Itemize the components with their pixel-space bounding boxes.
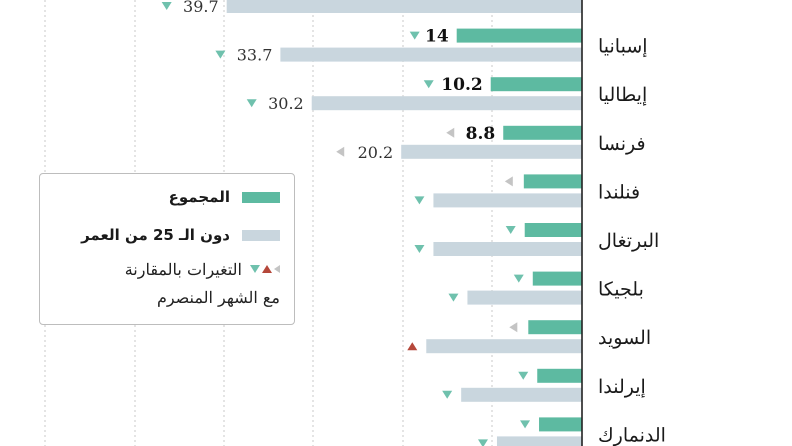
country-label-3: فرنسا [598,133,646,155]
value-label-youth-0: 39.7 [183,0,219,16]
legend-label-total: المجموع [168,188,230,206]
change-icon-youth-6 [448,293,459,302]
change-icon-total-2 [423,80,434,89]
bar-total-8 [537,368,582,383]
change-icon-youth-1 [215,50,226,59]
country-label-5: البرتغال [598,230,659,252]
bar-total-6 [532,271,582,286]
legend-changes-note: التغيرات بالمقارنة مع الشهر المنصرم [125,256,280,312]
change-icon-youth-7 [407,342,418,351]
legend-swatch-youth [242,229,280,241]
change-icon-youth-8 [442,390,453,399]
bar-total-9 [539,417,582,432]
bar-total-4 [523,174,582,189]
change-icon-youth-0 [161,2,172,10]
change-icon-total-1 [409,31,420,40]
value-label-youth-3: 20.2 [358,143,394,162]
bar-youth-7 [426,339,582,354]
change-icon-total-8 [518,371,529,380]
change-icon-total-7 [509,322,518,333]
change-icon-total-4 [504,176,513,187]
change-icon-youth-9 [477,439,488,446]
country-label-1: إسبانيا [598,36,648,58]
legend-changes-line2: مع الشهر المنصرم [156,288,280,307]
change-icon-youth-3 [336,146,345,157]
legend-item-total: المجموع [169,188,280,206]
bar-total-2 [490,77,582,92]
legend-label-youth: دون الـ 25 من العمر [81,226,230,244]
change-icon-total-3 [446,127,455,138]
country-label-8: إيرلندا [598,376,646,398]
change-icon-youth-2 [246,99,257,108]
legend-swatch-total [242,191,280,203]
bar-youth-1 [280,47,582,62]
legend-changes-line1: التغيرات بالمقارنة [124,260,242,279]
bar-total-3 [503,125,582,140]
value-label-total-1: 14 [425,27,449,47]
country-label-4: فنلندا [598,181,640,203]
change-icon-total-6 [513,274,524,283]
bar-youth-8 [461,387,582,402]
value-label-total-2: 10.2 [441,75,482,95]
change-icon-youth-4 [414,196,425,205]
value-label-youth-1: 33.7 [237,46,273,65]
bar-total-5 [524,223,582,237]
bar-youth-2 [311,96,582,111]
change-icon-total-5 [505,226,516,234]
bar-total-1 [456,28,582,43]
change-arrows-icon [250,263,280,277]
value-label-total-3: 8.8 [466,124,496,144]
country-label-9: الدنمارك [598,424,666,446]
bar-youth-5 [433,242,582,256]
country-label-2: إيطاليا [598,84,647,106]
country-label-7: السويد [598,327,651,349]
country-label-6: بلجيكا [598,279,644,301]
bar-total-7 [528,320,582,335]
bar-youth-3 [401,144,582,159]
change-icon-total-9 [520,420,531,429]
change-icon-youth-5 [414,245,425,253]
bar-youth-0 [226,0,582,13]
bar-youth-4 [433,193,582,208]
chart-legend: المجموع دون الـ 25 من العمر التغيرات بال… [39,173,295,325]
bar-youth-9 [496,436,582,446]
bar-youth-6 [467,290,582,305]
legend-item-youth: دون الـ 25 من العمر [81,226,280,244]
value-label-youth-2: 30.2 [268,94,304,113]
